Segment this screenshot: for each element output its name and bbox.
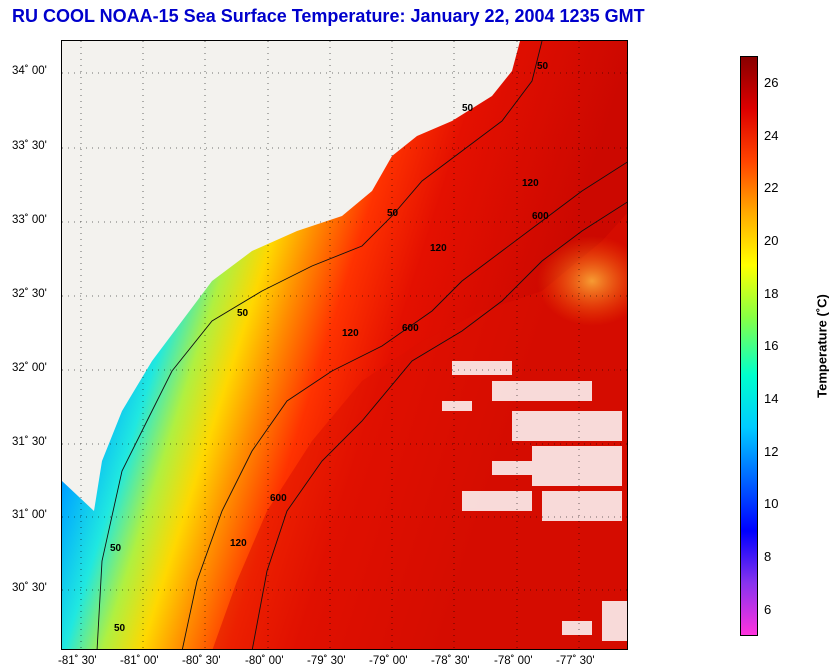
latitude-label: 32˚ 30' xyxy=(12,288,47,300)
colorbar-tick: 18 xyxy=(764,286,779,301)
bathymetry-contours xyxy=(96,41,627,649)
colorbar-label: Temperature (˚C) xyxy=(814,294,830,398)
gulf-stream-core xyxy=(212,213,627,649)
contour-label: 120 xyxy=(230,538,247,549)
colorbar-tick: 6 xyxy=(764,602,772,617)
latitude-label: 32˚ 00' xyxy=(12,362,47,374)
colorbar-tick: 16 xyxy=(764,338,779,353)
contour-label: 50 xyxy=(537,61,549,72)
colorbar-tick: 24 xyxy=(764,128,779,143)
contour-label: 50 xyxy=(114,623,126,634)
longitude-label: -79˚ 30' xyxy=(307,655,346,667)
latitude-label: 33˚ 30' xyxy=(12,140,47,152)
contour-label: 600 xyxy=(270,493,287,504)
contour-label: 50 xyxy=(462,103,474,114)
colorbar-tick: 10 xyxy=(764,496,779,511)
contour-label: 50 xyxy=(387,208,399,219)
contour-label: 120 xyxy=(430,243,447,254)
contour-label: 120 xyxy=(342,328,359,339)
colorbar-tick: 20 xyxy=(764,233,779,248)
colorbar-tick: 26 xyxy=(764,75,779,90)
longitude-label: -78˚ 30' xyxy=(431,655,470,667)
longitude-label: -77˚ 30' xyxy=(556,655,595,667)
sst-map: 50 50 50 50 50 50 120 120 120 120 600 60… xyxy=(61,40,628,650)
latitude-label: 31˚ 30' xyxy=(12,436,47,448)
longitude-label: -81˚ 00' xyxy=(120,655,159,667)
longitude-label: -78˚ 00' xyxy=(494,655,533,667)
longitude-label: -81˚ 30' xyxy=(58,655,97,667)
longitude-label: -80˚ 00' xyxy=(245,655,284,667)
temperature-colorbar xyxy=(740,56,758,636)
contour-label: 50 xyxy=(110,543,122,554)
colorbar-tick: 12 xyxy=(764,444,779,459)
latitude-label: 34˚ 00' xyxy=(12,65,47,77)
contour-label: 600 xyxy=(532,211,549,222)
colorbar-tick: 8 xyxy=(764,549,772,564)
latitude-label: 31˚ 00' xyxy=(12,509,47,521)
contour-label: 50 xyxy=(237,308,249,319)
latitude-label: 30˚ 30' xyxy=(12,582,47,594)
longitude-label: -79˚ 00' xyxy=(369,655,408,667)
colorbar-tick: 22 xyxy=(764,180,779,195)
latitude-label: 33˚ 00' xyxy=(12,214,47,226)
warm-eddy xyxy=(537,236,627,326)
contour-label: 600 xyxy=(402,323,419,334)
longitude-label: -80˚ 30' xyxy=(182,655,221,667)
contour-label: 120 xyxy=(522,178,539,189)
cloud-cover xyxy=(442,361,627,641)
colorbar-tick: 14 xyxy=(764,391,779,406)
page-title: RU COOL NOAA-15 Sea Surface Temperature:… xyxy=(12,6,645,26)
